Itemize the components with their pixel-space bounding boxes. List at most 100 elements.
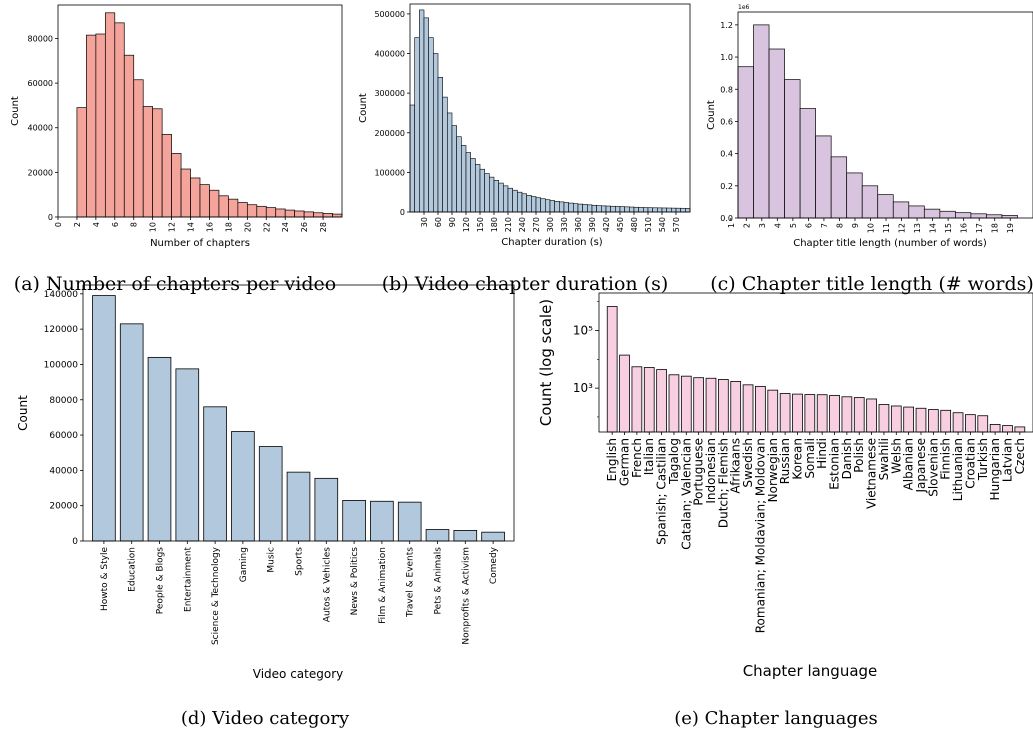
chart-b-xtick-label: 420 (602, 217, 611, 232)
chart-e-xtick-label: Turkish (976, 438, 990, 481)
chart-a-xtick-label: 22 (262, 222, 271, 232)
chart-e-bar (952, 412, 964, 433)
chart-a-bar (294, 210, 305, 218)
chart-c-caption: (c) Chapter title length (# words) (710, 273, 1033, 295)
chart-b-bar (479, 168, 485, 213)
chart-b-bar (521, 193, 527, 213)
chart-b-bar (591, 204, 597, 213)
chart-c-offset-label: 1e6 (738, 4, 750, 11)
chart-b-xtick-label: 510 (644, 217, 653, 232)
chart-b-bar (409, 104, 415, 213)
chart-b-bar (428, 37, 434, 213)
chart-b-xtick-label: 150 (476, 217, 485, 232)
chart-c-ytick-label: 0.2 (720, 182, 733, 191)
chart-d-bar (425, 529, 450, 542)
chart-e-bar (903, 406, 914, 433)
chart-b-bar (465, 152, 471, 213)
chart-e-bar (816, 394, 828, 433)
chart-e-xtick-label: Tagalog (667, 438, 681, 485)
chart-a-bar (313, 212, 324, 218)
chart-e-bar (841, 396, 853, 433)
chart-b-ytick-label: 0 (400, 208, 405, 217)
chart-a-ytick-label: 80000 (28, 34, 53, 43)
chart-a-bar (218, 195, 229, 218)
chart-c-xtick-label: 1 (727, 223, 736, 228)
chart-e-xtick-label: Lithuanian (951, 438, 965, 501)
chart-b-bar (517, 191, 523, 213)
chart-a-xtick-label: 6 (111, 222, 120, 227)
chart-e-xtick-label: Norwegian (766, 438, 780, 502)
chart-a-xtick-label: 10 (149, 222, 158, 232)
chart-b-xtick-label: 240 (518, 217, 527, 232)
chart-e-xtick-label: French (630, 438, 644, 478)
chart-b-xtick-label: 90 (448, 217, 457, 227)
chart-c-bar (923, 208, 941, 219)
chart-e-xtick-label: Welsh (889, 438, 903, 474)
chart-e-bar (989, 424, 1001, 433)
chart-c-bar (784, 79, 801, 219)
chart-d-xtick-label: Pets & Animals (434, 547, 444, 615)
chart-c-bar (861, 185, 879, 219)
chart-e-bar (718, 379, 729, 433)
chart-b-bar (657, 207, 663, 213)
chart-a-bar (161, 134, 172, 218)
chart-d-xtick-label: Howto & Style (100, 547, 110, 611)
chart-b-bar (647, 207, 653, 213)
chart-c-ylabel: Count (706, 100, 717, 130)
chart-d-plot-frame (82, 284, 515, 542)
chart-b-xtick-label: 570 (672, 217, 681, 232)
chart-d-bar (92, 295, 116, 542)
chart-e-ylabel: Count (log scale) (537, 299, 555, 426)
chart-d-xtick-label: Nonprofits & Activism (461, 547, 471, 645)
chart-e-xtick-label: Croatian (963, 438, 977, 489)
chart-b-ytick-label: 100000 (374, 168, 405, 177)
chart-b-xtick-label: 450 (616, 217, 625, 232)
chart-b-bar (605, 205, 611, 213)
chart-b-bar (456, 136, 462, 213)
chart-a-bar (199, 184, 210, 218)
chart-b-bar (666, 207, 672, 213)
chart-c-bar (939, 210, 956, 219)
chart-a-bar (142, 106, 154, 218)
chart-c-plot-frame (737, 11, 1033, 219)
chart-a-ylabel: Count (10, 96, 21, 126)
chart-d-ytick-label: 0 (72, 537, 78, 547)
chart-a-xtick-label: 20 (243, 222, 252, 232)
chart-a-bar (246, 204, 258, 218)
chart-c-xtick-label: 5 (789, 223, 798, 228)
chart-a-ytick-label: 60000 (28, 79, 53, 88)
chart-d-bar (342, 499, 366, 542)
chart-c-bar (955, 212, 972, 219)
chart-e-bar (878, 404, 890, 433)
chart-a-bar (123, 54, 135, 218)
chart-d-bar (119, 323, 144, 542)
chart-b-bar (414, 37, 420, 213)
chart-b-bar (671, 207, 677, 213)
chart-a-ytick-label: 40000 (28, 124, 53, 133)
chart-e-xtick-label: Afrikaans (729, 438, 743, 494)
chart-a-xtick-label: 16 (205, 222, 214, 232)
chart-d-ytick-label: 100000 (44, 360, 79, 370)
chart-e-bar (767, 389, 779, 433)
chart-e-xtick-label: Korean (790, 438, 804, 480)
chart-a-bar (237, 202, 248, 218)
chart-e-xtick-label: Swedish (741, 438, 755, 488)
chart-b-bar (461, 145, 467, 213)
chart-b-bar (470, 158, 476, 213)
chart-e-bar (730, 381, 742, 433)
chart-b-bar (619, 206, 625, 213)
chart-d-xtick-label: Education (128, 547, 138, 592)
chart-c-ytick-label: 1.2 (720, 21, 733, 30)
chart-e-xtick-label: Spanish; Castilian (655, 438, 669, 545)
chart-a-ytick-label: 20000 (28, 168, 53, 177)
chart-e-bar (804, 394, 816, 433)
chart-a-bar (114, 22, 125, 218)
chart-e-ytick-label: 10⁵ (573, 323, 593, 337)
chart-d-bar (314, 477, 339, 542)
chart-b-bar (652, 207, 658, 213)
chart-a-bar (284, 209, 296, 218)
chart-e-xtick-label: Hindi (815, 438, 829, 469)
chart-b-caption: (b) Video chapter duration (s) (382, 273, 669, 295)
chart-c-bar (768, 48, 785, 219)
chart-c-xtick-label: 17 (975, 223, 984, 233)
